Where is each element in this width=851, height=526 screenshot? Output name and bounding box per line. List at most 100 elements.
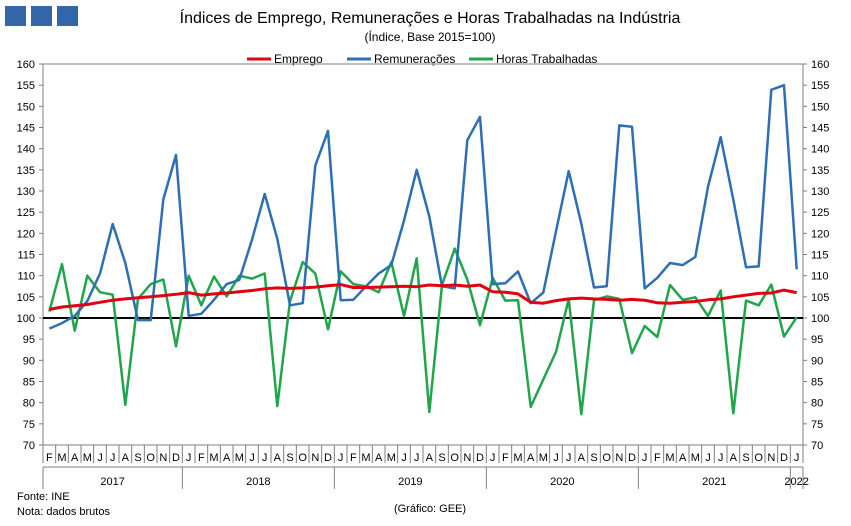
y-tick-label: 125 xyxy=(17,207,35,219)
x-tick-label: D xyxy=(172,452,180,464)
x-tick-label: N xyxy=(767,452,775,464)
y-tick-label: 120 xyxy=(17,228,35,240)
y2-tick-label: 160 xyxy=(811,59,829,71)
x-tick-label: J xyxy=(794,452,800,464)
x-tick-label: M xyxy=(691,452,700,464)
x-tick-label: S xyxy=(134,452,141,464)
x-tick-label: S xyxy=(286,452,293,464)
x-tick-label: M xyxy=(83,452,92,464)
y2-tick-label: 85 xyxy=(811,377,823,389)
x-tick-label: F xyxy=(654,452,661,464)
logo-block xyxy=(5,6,26,26)
chart-subtitle: (Índice, Base 2015=100) xyxy=(364,29,495,44)
x-tick-label: D xyxy=(476,452,484,464)
y-tick-label: 145 xyxy=(17,123,35,135)
y2-tick-label: 70 xyxy=(811,440,823,452)
x-tick-label: A xyxy=(426,452,434,464)
x-tick-label: F xyxy=(46,452,53,464)
x-tick-label: A xyxy=(223,452,231,464)
year-label: 2017 xyxy=(100,476,124,488)
axes: 70 70 75 75 80 80 85 85 90 90 95 95 100 100 105 105 110 1… xyxy=(17,59,829,489)
legend: Emprego Remunerações Horas Trabalhadas xyxy=(247,52,597,66)
x-tick-label: J xyxy=(718,452,724,464)
year-label: 2018 xyxy=(246,476,270,488)
year-label: 2021 xyxy=(702,476,726,488)
x-tick-label: A xyxy=(122,452,130,464)
y2-tick-label: 140 xyxy=(811,144,829,156)
x-tick-label: D xyxy=(628,452,636,464)
plot-area xyxy=(43,83,803,416)
x-tick-label: J xyxy=(414,452,420,464)
x-tick-label: M xyxy=(387,452,396,464)
y-tick-label: 150 xyxy=(17,101,35,113)
y-tick-label: 135 xyxy=(17,165,35,177)
x-tick-label: J xyxy=(642,452,648,464)
x-tick-label: N xyxy=(463,452,471,464)
x-tick-label: D xyxy=(780,452,788,464)
x-tick-label: F xyxy=(198,452,205,464)
x-tick-label: N xyxy=(159,452,167,464)
x-tick-label: J xyxy=(338,452,344,464)
x-tick-label: M xyxy=(539,452,548,464)
x-tick-label: M xyxy=(361,452,370,464)
x-tick-label: J xyxy=(553,452,559,464)
x-tick-label: O xyxy=(146,452,155,464)
y-tick-label: 115 xyxy=(17,250,35,262)
source-note: Fonte: INE xyxy=(17,491,70,503)
x-tick-label: N xyxy=(311,452,319,464)
y-tick-label: 90 xyxy=(23,355,35,367)
logo-block xyxy=(31,6,52,26)
x-tick-label: J xyxy=(110,452,116,464)
y2-tick-label: 100 xyxy=(811,313,829,325)
y-tick-label: 155 xyxy=(17,80,35,92)
x-tick-label: J xyxy=(401,452,407,464)
y-tick-label: 105 xyxy=(17,292,35,304)
y-tick-label: 95 xyxy=(23,334,35,346)
data-note: Nota: dados brutos xyxy=(17,506,110,518)
year-label: 2020 xyxy=(550,476,574,488)
x-tick-label: O xyxy=(298,452,307,464)
x-tick-label: N xyxy=(615,452,623,464)
x-tick-label: J xyxy=(566,452,572,464)
x-tick-label: A xyxy=(730,452,738,464)
y-tick-label: 85 xyxy=(23,377,35,389)
logo-block xyxy=(57,6,78,26)
x-tick-label: A xyxy=(578,452,586,464)
x-tick-label: A xyxy=(527,452,535,464)
y2-tick-label: 95 xyxy=(811,334,823,346)
x-tick-label: J xyxy=(705,452,711,464)
y2-tick-label: 115 xyxy=(811,250,829,262)
y2-tick-label: 145 xyxy=(811,123,829,135)
chart-title: Índices de Emprego, Remunerações e Horas… xyxy=(180,8,681,27)
chart-credit: (Gráfico: GEE) xyxy=(394,503,466,515)
y2-tick-label: 120 xyxy=(811,228,829,240)
x-tick-label: A xyxy=(274,452,282,464)
x-tick-label: M xyxy=(665,452,674,464)
x-tick-label: A xyxy=(375,452,383,464)
x-tick-label: S xyxy=(742,452,749,464)
x-tick-label: J xyxy=(186,452,192,464)
y2-tick-label: 90 xyxy=(811,355,823,367)
x-tick-label: M xyxy=(57,452,66,464)
y-tick-label: 80 xyxy=(23,398,35,410)
year-label: 2019 xyxy=(398,476,422,488)
x-tick-label: M xyxy=(513,452,522,464)
x-tick-label: J xyxy=(97,452,103,464)
legend-label: Horas Trabalhadas xyxy=(496,52,597,66)
logo xyxy=(5,6,78,26)
y2-tick-label: 150 xyxy=(811,101,829,113)
x-tick-label: S xyxy=(438,452,445,464)
x-tick-label: J xyxy=(490,452,496,464)
x-tick-label: O xyxy=(602,452,611,464)
series-line-emprego xyxy=(49,283,797,311)
x-tick-label: F xyxy=(350,452,357,464)
x-tick-label: A xyxy=(679,452,687,464)
y2-tick-label: 135 xyxy=(811,165,829,177)
y-tick-label: 130 xyxy=(17,186,35,198)
legend-label: Remunerações xyxy=(374,52,455,66)
x-tick-label: M xyxy=(209,452,218,464)
y2-tick-label: 130 xyxy=(811,186,829,198)
y2-tick-label: 80 xyxy=(811,398,823,410)
y-tick-label: 110 xyxy=(17,271,35,283)
